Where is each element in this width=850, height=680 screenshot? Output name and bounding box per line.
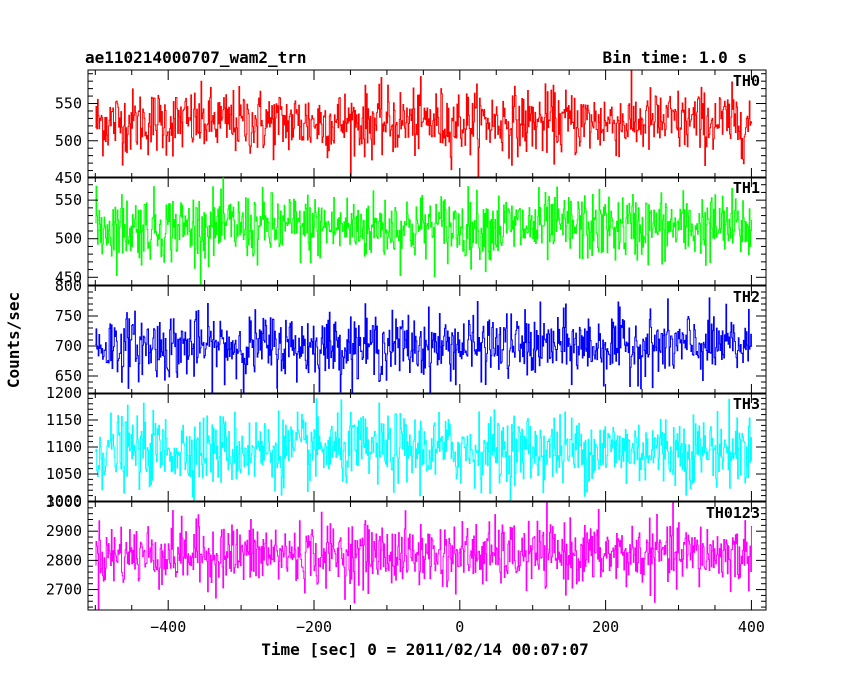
panel-th0123: 2700 2800 2900 3000 TH0123: [46, 493, 767, 611]
panel-th0: 450 500 550 TH0: [55, 69, 767, 187]
y-tick-label: 3000: [46, 493, 82, 511]
y-tick-label: 2700: [46, 581, 82, 599]
y-tick-label: 650: [55, 367, 82, 385]
y-tick-label: 1100: [46, 438, 82, 456]
y-tick-label: 450: [55, 169, 82, 187]
panel-th3: 1000 1050 1100 1150 1200 TH3: [46, 384, 767, 510]
y-tick-label: 2900: [46, 522, 82, 540]
y-tick-label: 500: [55, 230, 82, 248]
x-tick-label: 200: [592, 618, 619, 636]
x-axis-label: Time [sec] 0 = 2011/02/14 00:07:07: [261, 640, 589, 659]
panel-th1: 450 500 550 TH1: [55, 176, 767, 286]
y-tick-label: 550: [55, 191, 82, 209]
bin-time-label: Bin time: 1.0 s: [603, 48, 748, 67]
panel-label-th0: TH0: [733, 72, 760, 90]
x-tick-label: −400: [150, 618, 186, 636]
y-tick-label: 1000: [46, 492, 82, 510]
x-tick-label: 400: [738, 618, 765, 636]
panels-group: 450 500 550 TH0 450 500 550 TH1 650 700 750 800 TH2 1…: [46, 69, 767, 611]
y-tick-label: 1050: [46, 465, 82, 483]
y-tick-label: 1200: [46, 384, 82, 402]
series-th1-line: [95, 177, 753, 285]
y-tick-label: 1150: [46, 411, 82, 429]
panel-label-th1: TH1: [733, 179, 760, 197]
y-tick-label: 700: [55, 337, 82, 355]
panel-label-th0123: TH0123: [706, 504, 760, 522]
x-tick-label: 0: [455, 618, 464, 636]
x-tick-label: −200: [296, 618, 332, 636]
y-tick-label: 450: [55, 268, 82, 286]
panel-frame: [87, 69, 767, 179]
y-tick-label: 550: [55, 95, 82, 113]
panel-label-th2: TH2: [733, 288, 760, 306]
y-axis-label: Counts/sec: [4, 292, 23, 388]
series-th0-line: [95, 70, 753, 178]
series-th0123-line: [95, 502, 753, 610]
panel-frame: [87, 501, 767, 611]
y-tick-label: 2800: [46, 551, 82, 569]
y-tick-label: 750: [55, 307, 82, 325]
series-th3-line: [95, 398, 753, 501]
x-tick-labels: −400 −200 0 200 400: [150, 618, 765, 636]
plot-title: ae110214000707_wam2_trn: [85, 48, 307, 67]
y-tick-label: 800: [55, 277, 82, 295]
panel-label-th3: TH3: [733, 395, 760, 413]
series-th2-line: [95, 297, 753, 394]
y-tick-label: 500: [55, 132, 82, 150]
panel-th2: 650 700 750 800 TH2: [55, 277, 767, 395]
